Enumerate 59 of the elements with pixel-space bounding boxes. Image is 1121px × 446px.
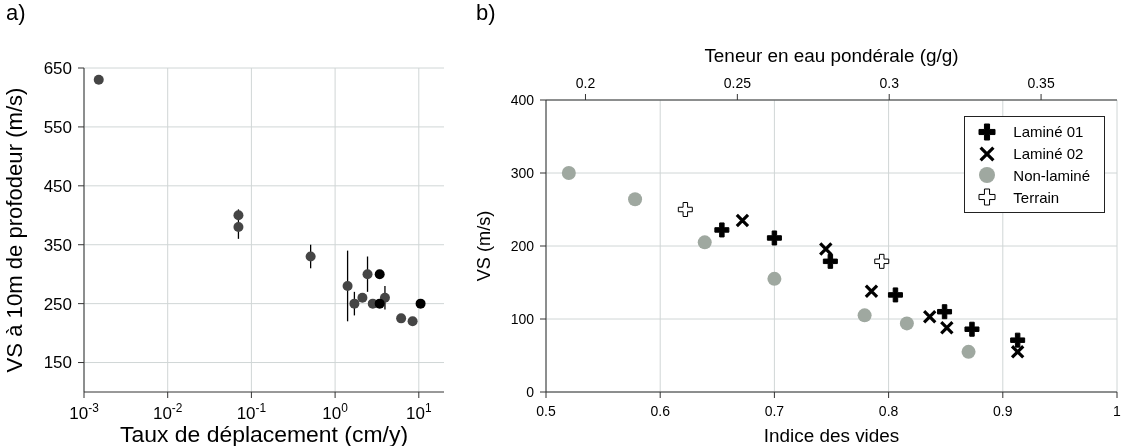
x-tick-label: 10$^{-2}$ bbox=[152, 401, 183, 423]
x2-tick-label: 0.3 bbox=[879, 75, 900, 91]
y-tick-label: 450 bbox=[43, 176, 72, 196]
point bbox=[964, 321, 980, 337]
y-tick-label: 200 bbox=[510, 237, 535, 254]
point bbox=[887, 287, 903, 303]
point bbox=[1010, 344, 1025, 360]
x-tick-label: 0.6 bbox=[650, 403, 671, 419]
x-tick-label: 1 bbox=[1113, 403, 1121, 419]
point bbox=[864, 284, 879, 299]
y-tick-label: 400 bbox=[510, 91, 535, 108]
point bbox=[697, 235, 712, 250]
y-tick-label: 250 bbox=[43, 294, 72, 314]
point bbox=[561, 166, 576, 180]
legend-label: Terrain bbox=[1013, 188, 1060, 206]
point bbox=[937, 304, 953, 320]
x2-tick-label: 0.25 bbox=[723, 75, 752, 91]
x2-tick-label: 0.35 bbox=[1027, 75, 1055, 91]
x-tick-label: 0.5 bbox=[536, 403, 556, 419]
x-tick-label: 10$^{1}$ bbox=[406, 401, 432, 423]
point bbox=[939, 320, 955, 335]
chart-title: a) bbox=[6, 0, 26, 26]
point bbox=[899, 316, 914, 331]
legend-label: Laminé 02 bbox=[1013, 145, 1084, 163]
x-tick-label: 0.9 bbox=[993, 403, 1013, 419]
legend-label: Non-laminé bbox=[1013, 166, 1090, 184]
x-tick-label: 10$^{-3}$ bbox=[69, 401, 100, 423]
point bbox=[857, 308, 872, 323]
x-tick-label: 0.7 bbox=[764, 403, 785, 419]
point bbox=[961, 344, 976, 359]
y-axis-title: VS (m/s) bbox=[474, 210, 495, 282]
x-tick-label: 0.8 bbox=[878, 403, 899, 419]
point bbox=[767, 271, 782, 286]
y-tick-label: 550 bbox=[43, 117, 72, 137]
point bbox=[628, 192, 643, 207]
point bbox=[818, 241, 833, 257]
point bbox=[922, 309, 937, 325]
x-axis-title: Indice des vides bbox=[763, 425, 900, 446]
chart-title: b) bbox=[476, 0, 496, 26]
y-tick-label: 300 bbox=[510, 164, 535, 181]
point bbox=[1010, 332, 1026, 348]
y-tick-label: 350 bbox=[43, 235, 72, 255]
y-axis-title: VS à 10m de profodeur (m/s) bbox=[1, 87, 27, 373]
x2-axis-title: Teneur en eau pondérale (g/g) bbox=[704, 45, 959, 66]
x-tick-label: 10$^{0}$ bbox=[322, 401, 349, 423]
point bbox=[714, 222, 730, 238]
point bbox=[677, 202, 693, 217]
y-tick-label: 150 bbox=[43, 353, 72, 373]
point bbox=[822, 253, 838, 269]
point bbox=[874, 253, 890, 269]
y-tick-label: 650 bbox=[43, 58, 72, 78]
point bbox=[766, 230, 782, 246]
x-tick-label: 10$^{-1}$ bbox=[236, 401, 267, 423]
legend-label: Laminé 01 bbox=[1013, 123, 1084, 141]
y-tick-label: 0 bbox=[526, 383, 535, 400]
x2-tick-label: 0.2 bbox=[575, 75, 596, 91]
point bbox=[735, 213, 750, 228]
x-axis-title: Taux de déplacement (cm/y) bbox=[119, 421, 409, 446]
y-tick-label: 100 bbox=[510, 310, 535, 327]
